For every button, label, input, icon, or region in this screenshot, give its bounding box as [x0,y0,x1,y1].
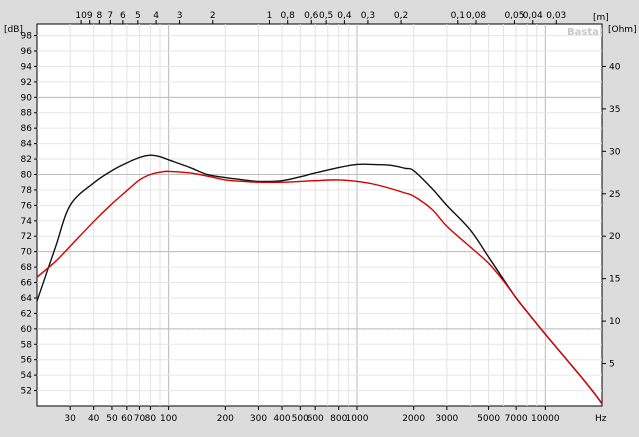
top-tick-label: 1 [267,11,273,21]
bottom-tick-label: 500 [292,414,309,424]
bottom-tick-label: 1000 [346,414,369,424]
left-tick-label: 92 [21,78,32,88]
bottom-tick-label: 3000 [435,414,458,424]
bottom-tick-label: 400 [273,414,290,424]
right-axis: 5 10 15 20 25 30 35 40 [602,62,621,370]
left-tick-label: 86 [21,124,33,134]
left-axis: 52 54 56 58 60 62 64 66 68 70 72 74 76 78 80 82 84 86 88 90… [21,32,37,397]
bottom-tick-label: 600 [307,414,324,424]
left-tick-label: 64 [21,294,33,304]
left-tick-label: 52 [21,387,32,397]
bottom-tick-label: 100 [160,414,177,424]
top-tick-label: 2 [210,11,216,21]
top-tick-label: 3 [177,11,183,21]
bottom-tick-label: 7000 [505,414,528,424]
bottom-tick-label: 800 [330,414,347,424]
bottom-tick-label: 2000 [402,414,425,424]
top-tick-label: 0,05 [504,11,524,21]
watermark-text: Basta! [567,27,603,38]
top-tick-label: 0,08 [466,11,486,21]
left-tick-label: 60 [21,325,33,335]
top-tick-label: 0,2 [394,11,408,21]
top-tick-label: 10 [75,11,87,21]
left-tick-label: 70 [21,248,33,258]
top-tick-label: 5 [135,11,141,21]
right-tick-label: 10 [609,317,621,327]
right-tick-label: 15 [609,275,620,285]
left-tick-label: 94 [21,62,33,72]
top-tick-label: 6 [120,11,126,21]
top-tick-label: 0,3 [361,11,375,21]
right-axis-unit: [Ohm] [608,25,637,35]
left-tick-label: 90 [21,93,33,103]
top-tick-label: 4 [153,11,159,21]
bottom-tick-label: 10000 [531,414,560,424]
left-tick-label: 54 [21,371,33,381]
left-tick-label: 88 [21,109,33,119]
right-tick-label: 5 [609,360,615,370]
bottom-tick-label: 300 [250,414,267,424]
bottom-tick-label: 50 [106,414,118,424]
top-axis: 10 9 8 7 6 5 4 3 2 1 0,8 0,6 0,5 0,4 0,3 0,2 0,1 0,08 0,05… [75,11,566,24]
top-tick-label: 0,6 [304,11,319,21]
bottom-tick-label: 60 [121,414,133,424]
left-tick-label: 78 [21,186,33,196]
right-tick-label: 35 [609,105,620,115]
bottom-tick-label: 40 [88,414,100,424]
bottom-tick-label: 5000 [477,414,500,424]
left-tick-label: 74 [21,217,33,227]
plot-area [36,23,603,407]
top-tick-label: 7 [107,11,113,21]
bottom-tick-label: 70 [134,414,146,424]
right-tick-label: 20 [609,232,621,242]
grid-lines [37,24,602,406]
left-tick-label: 56 [21,356,33,366]
left-tick-label: 58 [21,340,33,350]
top-tick-label: 0,1 [451,11,465,21]
right-tick-label: 25 [609,190,620,200]
top-tick-label: 8 [97,11,103,21]
top-tick-label: 0,4 [337,11,352,21]
left-tick-label: 72 [21,232,32,242]
left-tick-label: 76 [21,201,33,211]
left-axis-unit: [dB] [4,25,23,35]
left-tick-label: 82 [21,155,32,165]
top-tick-label: 0,04 [523,11,543,21]
bottom-tick-label: 200 [217,414,234,424]
left-tick-label: 80 [21,170,33,180]
series-line-2 [36,170,603,405]
top-axis-unit: [m] [593,13,609,23]
top-tick-label: 9 [87,11,93,21]
left-tick-label: 62 [21,309,32,319]
left-tick-label: 84 [21,140,33,150]
top-tick-label: 0,03 [546,11,566,21]
left-tick-label: 68 [21,263,33,273]
right-tick-label: 40 [609,62,621,72]
bottom-tick-label: 80 [145,414,157,424]
right-tick-label: 30 [609,147,621,157]
series-group [36,154,603,405]
left-tick-label: 66 [21,279,33,289]
left-tick-label: 96 [21,47,33,57]
bottom-tick-label: 30 [64,414,76,424]
top-tick-label: 0,5 [319,11,333,21]
bottom-axis-unit: Hz [595,414,607,424]
top-tick-label: 0,8 [281,11,296,21]
left-tick-label: 98 [21,32,33,42]
